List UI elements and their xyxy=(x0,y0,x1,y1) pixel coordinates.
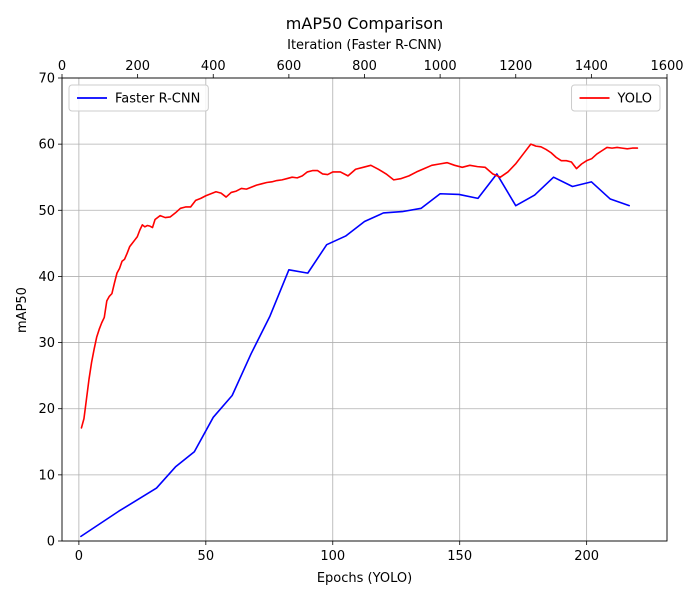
y-tick-label: 0 xyxy=(47,535,55,550)
x-tick-label-top: 1000 xyxy=(424,59,457,74)
plot-frame xyxy=(61,77,668,542)
series-line-faster-r-cnn xyxy=(80,173,630,538)
x-tick-label-top: 1200 xyxy=(499,59,532,74)
y-tick-label: 40 xyxy=(38,270,55,285)
x-tick-label-bottom: 150 xyxy=(447,549,472,564)
legend-box xyxy=(68,84,209,112)
x-tick-label-top: 1600 xyxy=(650,59,683,74)
series-layer xyxy=(80,143,639,538)
x-tick-label-top: 0 xyxy=(58,59,66,74)
x-tick-label-top: 1400 xyxy=(575,59,608,74)
y-tick-label: 20 xyxy=(38,402,55,417)
x-tick-label-top: 600 xyxy=(276,59,301,74)
x-tick-label-top: 200 xyxy=(125,59,150,74)
chart-title: mAP50 Comparison xyxy=(286,14,443,33)
y-tick-label: 10 xyxy=(38,468,55,483)
series-line-yolo xyxy=(80,143,639,429)
legend-label: Faster R-CNN xyxy=(115,92,200,107)
x-tick-label-top: 800 xyxy=(352,59,377,74)
legend-box xyxy=(571,84,661,112)
legend-yolo: YOLO xyxy=(571,84,661,112)
x-tick-label-bottom: 100 xyxy=(320,549,345,564)
x-tick-label-bottom: 200 xyxy=(574,549,599,564)
y-tick-label: 30 xyxy=(38,336,55,351)
y-tick-label: 50 xyxy=(38,204,55,219)
x-tick-label-top: 400 xyxy=(201,59,226,74)
x-axis-title-top: Iteration (Faster R-CNN) xyxy=(287,38,442,53)
legend-label: YOLO xyxy=(617,92,652,107)
x-tick-label-bottom: 50 xyxy=(198,549,215,564)
y-tick-label: 60 xyxy=(38,138,55,153)
legend-faster-r-cnn: Faster R-CNN xyxy=(68,84,209,112)
x-tick-label-bottom: 0 xyxy=(75,549,83,564)
legends: Faster R-CNN YOLO xyxy=(68,84,661,112)
x-axis-title-bottom: Epochs (YOLO) xyxy=(317,571,412,586)
y-tick-label: 70 xyxy=(38,72,55,87)
y-axis-title: mAP50 xyxy=(15,287,30,333)
